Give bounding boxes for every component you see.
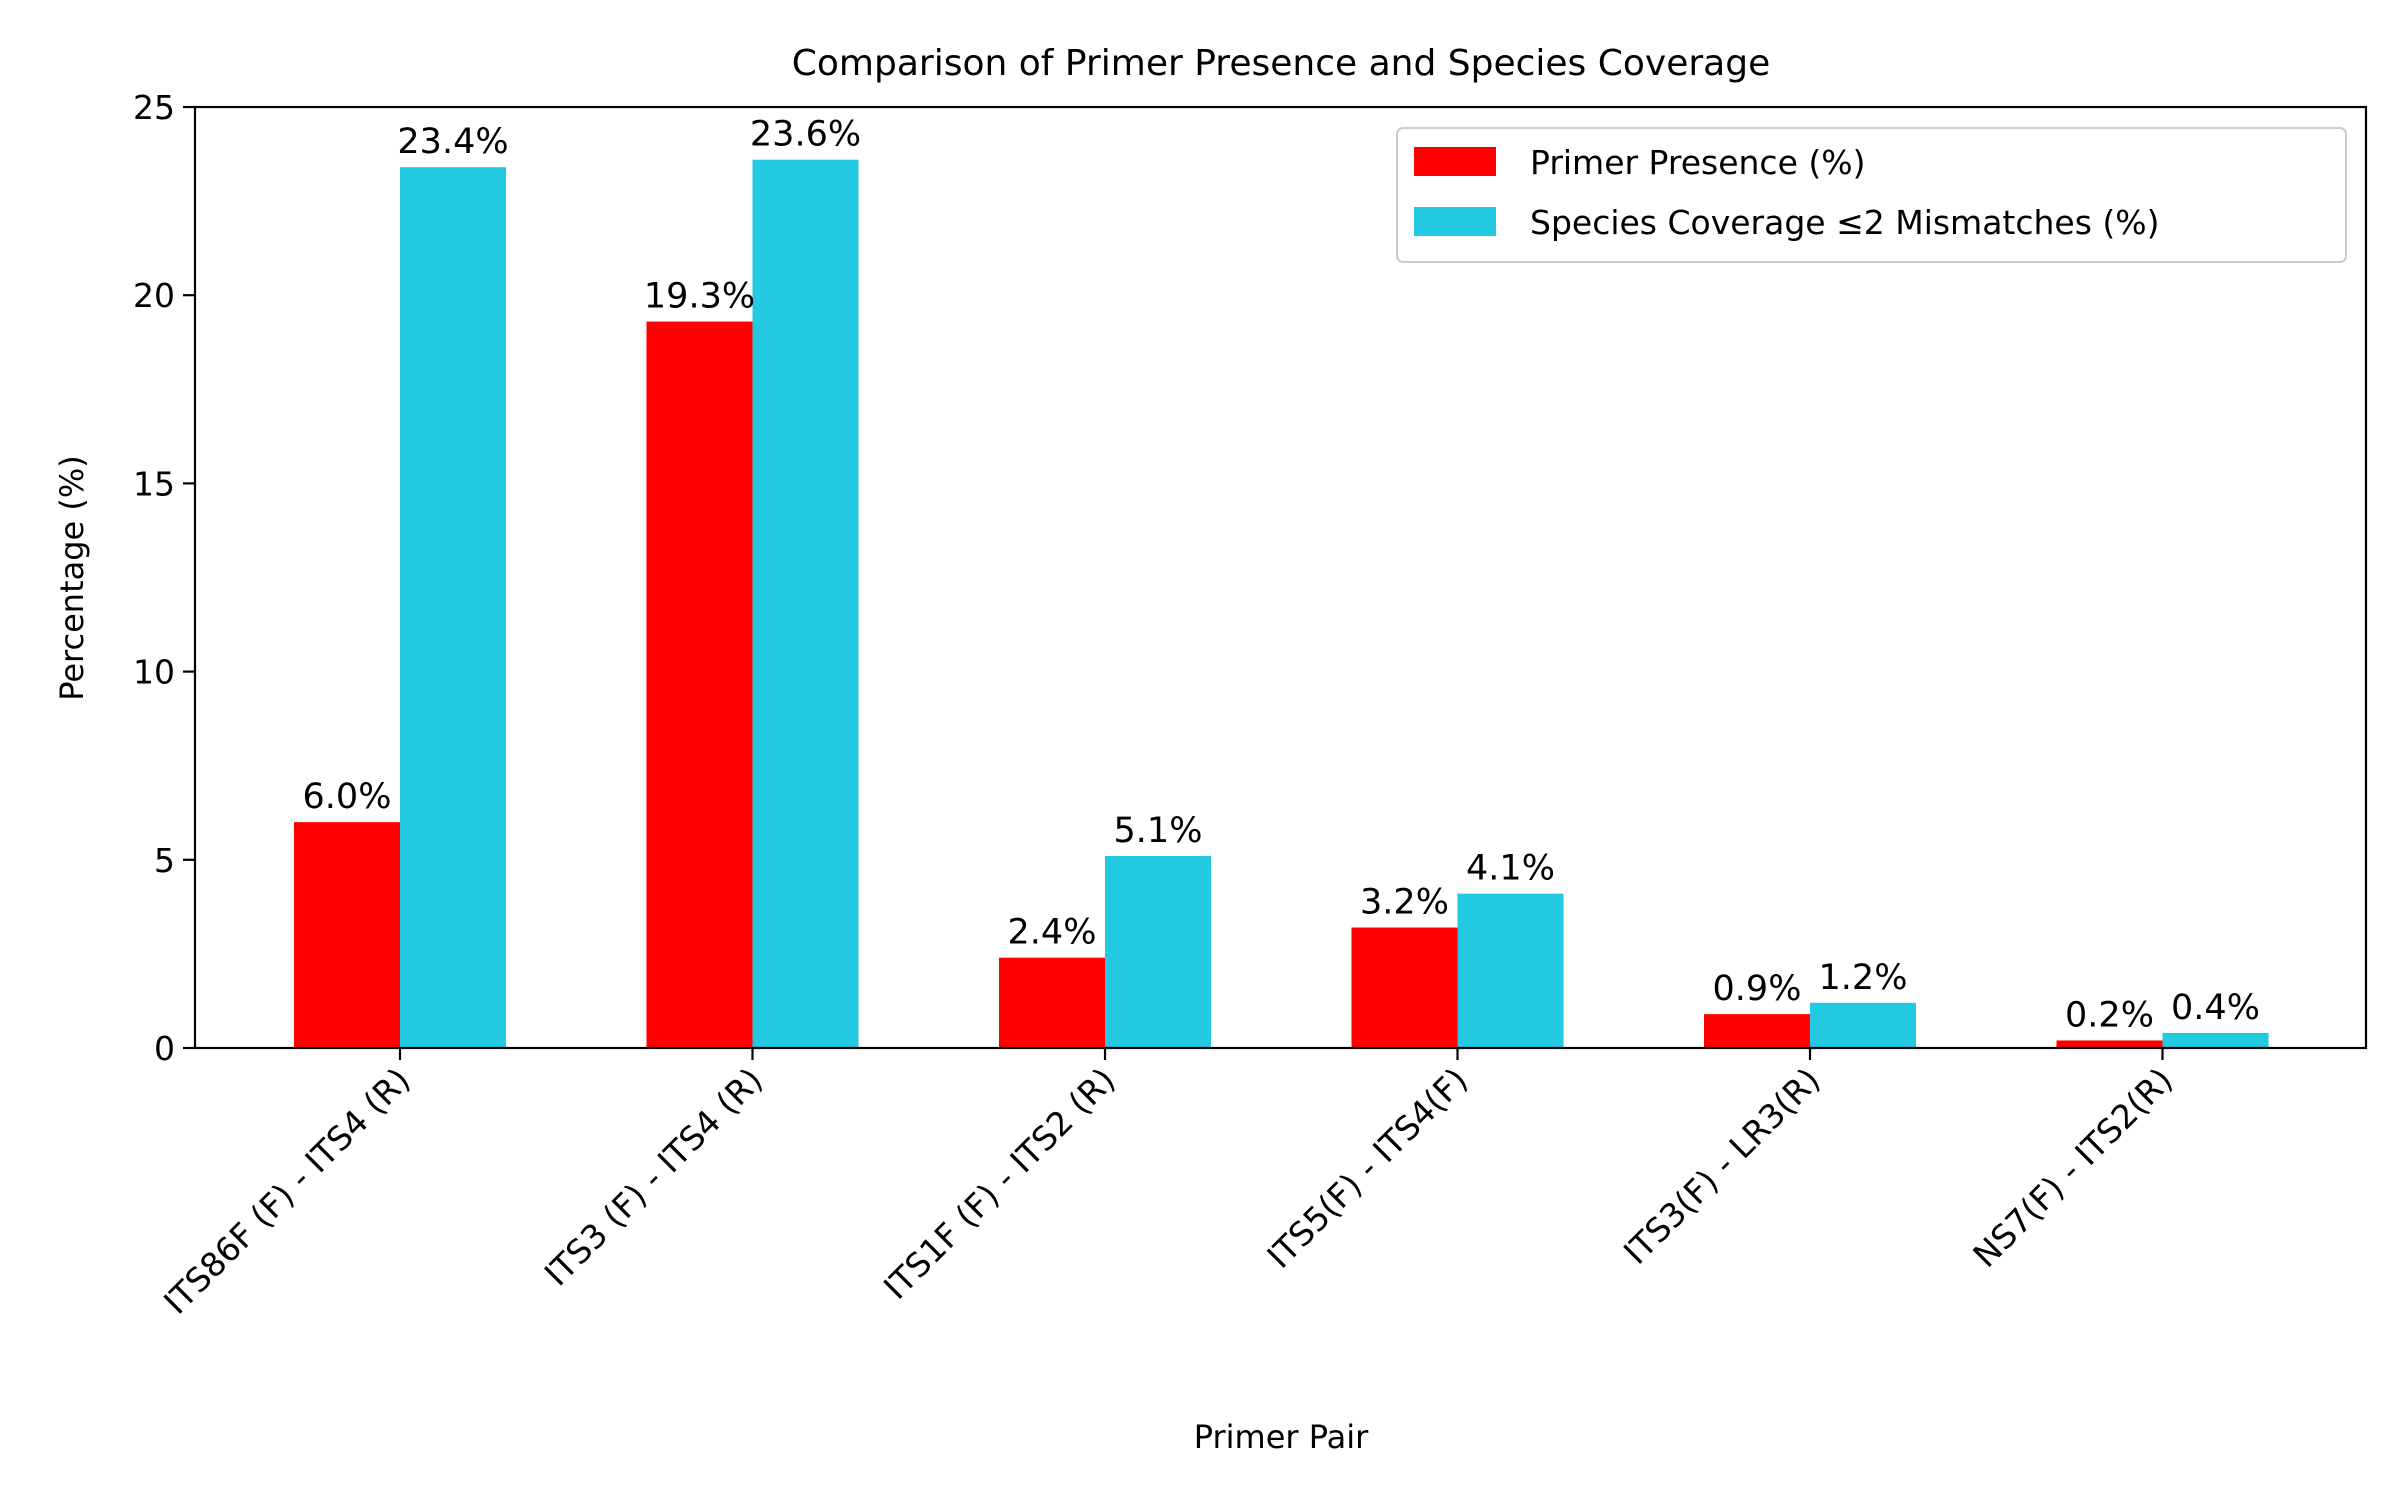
value-label-primer-presence-ns7-f-its2-r: 0.2% xyxy=(2065,995,2154,1035)
bar-species-coverage-its1f-f-its2-r xyxy=(1105,856,1211,1048)
legend-label-species-coverage: Species Coverage ≤2 Mismatches (%) xyxy=(1530,203,2160,242)
value-label-species-coverage-its5-f-its4-f: 4.1% xyxy=(1466,849,1555,889)
value-label-species-coverage-its86f-f-its4-r: 23.4% xyxy=(397,122,508,162)
x-tick-label-its86f-f-its4-r: ITS86F (F) - ITS4 (R) xyxy=(156,1060,418,1322)
x-tick-label-its3-f-its4-r: ITS3 (F) - ITS4 (R) xyxy=(537,1060,770,1293)
bar-primer-presence-ns7-f-its2-r xyxy=(2056,1040,2163,1048)
x-axis: ITS86F (F) - ITS4 (R) ITS3 (F) - ITS4 (R)… xyxy=(156,1048,2180,1322)
value-label-primer-presence-its86f-f-its4-r: 6.0% xyxy=(303,777,392,817)
bar-primer-presence-its3-f-its4-r xyxy=(646,321,753,1049)
bar-species-coverage-its3-f-lr3-r xyxy=(1810,1002,1916,1048)
legend-swatch-species-coverage xyxy=(1414,207,1496,236)
bar-species-coverage-its5-f-its4-f xyxy=(1457,893,1564,1048)
bar-species-coverage-ns7-f-its2-r xyxy=(2162,1032,2269,1048)
bar-primer-presence-its86f-f-its4-r xyxy=(294,822,400,1048)
y-axis-label: Percentage (%) xyxy=(53,455,91,701)
bar-primer-presence-its1f-f-its2-r xyxy=(999,957,1105,1048)
x-axis-label: Primer Pair xyxy=(1194,1418,1369,1456)
value-label-primer-presence-its1f-f-its2-r: 2.4% xyxy=(1008,913,1097,953)
legend-swatch-primer-presence xyxy=(1414,147,1496,176)
value-label-species-coverage-its3-f-lr3-r: 1.2% xyxy=(1819,958,1908,998)
bar-species-coverage-its86f-f-its4-r xyxy=(400,167,506,1048)
legend-label-primer-presence: Primer Presence (%) xyxy=(1530,143,1865,182)
legend-frame xyxy=(1396,127,2347,263)
x-tick-label-its1f-f-its2-r: ITS1F (F) - ITS2 (R) xyxy=(876,1060,1123,1307)
x-tick-label-its3-f-lr3-r: ITS3(F) - LR3(R) xyxy=(1616,1060,1828,1272)
value-labels-layer: 6.0% 23.4% 19.3% 23.6% 2.4% 5.1% 3.2% 4.1% 0.9% 1… xyxy=(303,115,2260,1036)
chart-title: Comparison of Primer Presence and Specie… xyxy=(792,43,1770,84)
value-label-primer-presence-its3-f-lr3-r: 0.9% xyxy=(1713,969,1802,1009)
x-tick-label-its5-f-its4-f: ITS5(F) - ITS4(F) xyxy=(1259,1060,1475,1276)
plot-frame xyxy=(193,105,2368,1050)
y-tick-label-15: 15 xyxy=(133,464,175,503)
value-label-species-coverage-ns7-f-its2-r: 0.4% xyxy=(2171,988,2260,1028)
value-label-primer-presence-its3-f-its4-r: 19.3% xyxy=(644,277,755,317)
bar-species-coverage-its3-f-its4-r xyxy=(752,159,859,1049)
y-tick-label-20: 20 xyxy=(133,276,175,315)
value-label-species-coverage-its3-f-its4-r: 23.6% xyxy=(750,115,861,155)
bars-layer xyxy=(294,159,2269,1049)
bar-primer-presence-its5-f-its4-f xyxy=(1351,927,1458,1048)
y-tick-label-5: 5 xyxy=(154,841,175,880)
y-tick-label-10: 10 xyxy=(133,653,175,692)
value-label-primer-presence-its5-f-its4-f: 3.2% xyxy=(1360,883,1449,923)
y-tick-label-0: 0 xyxy=(154,1029,175,1068)
value-label-species-coverage-its1f-f-its2-r: 5.1% xyxy=(1114,811,1203,851)
legend: Primer Presence (%) Species Coverage ≤2 … xyxy=(1396,127,2347,263)
y-axis: 0 5 10 15 20 25 xyxy=(133,88,195,1068)
y-tick-label-25: 25 xyxy=(133,88,175,127)
x-tick-label-ns7-f-its2-r: NS7(F) - ITS2(R) xyxy=(1965,1060,2180,1275)
bar-primer-presence-its3-f-lr3-r xyxy=(1704,1014,1810,1048)
